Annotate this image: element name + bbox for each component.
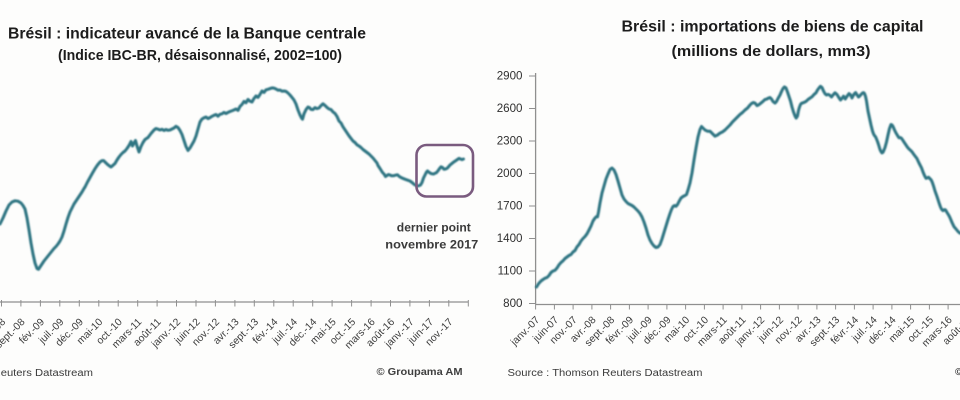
svg-text:(Indice IBC-BR, désaisonnalisé: (Indice IBC-BR, désaisonnalisé, 2002=100… — [58, 47, 342, 64]
svg-text:© Groupama AM: © Groupama AM — [377, 366, 463, 378]
svg-text:1400: 1400 — [497, 232, 523, 245]
svg-text:2300: 2300 — [497, 135, 523, 148]
svg-text:2600: 2600 — [497, 102, 523, 115]
svg-text:1700: 1700 — [497, 200, 523, 213]
svg-text:1100: 1100 — [498, 265, 523, 278]
svg-text:800: 800 — [503, 297, 522, 310]
svg-text:2000: 2000 — [497, 167, 523, 180]
svg-text:Source : Thomson Reuters Datas: Source : Thomson Reuters Datastream — [0, 368, 93, 379]
svg-text:dernier point: dernier point — [397, 223, 471, 235]
svg-text:2900: 2900 — [497, 70, 523, 83]
svg-text:novembre 2017: novembre 2017 — [385, 240, 478, 252]
svg-text:© Groupama AM: © Groupama AM — [955, 366, 960, 378]
svg-text:Source : Thomson Reuters Datas: Source : Thomson Reuters Datastream — [508, 368, 703, 379]
svg-text:Brésil : indicateur avancé de: Brésil : indicateur avancé de la Banque … — [8, 26, 366, 43]
svg-text:Brésil : importations de biens: Brésil : importations de biens de capita… — [622, 19, 924, 36]
svg-text:(millions de dollars, mm3): (millions de dollars, mm3) — [672, 43, 871, 60]
